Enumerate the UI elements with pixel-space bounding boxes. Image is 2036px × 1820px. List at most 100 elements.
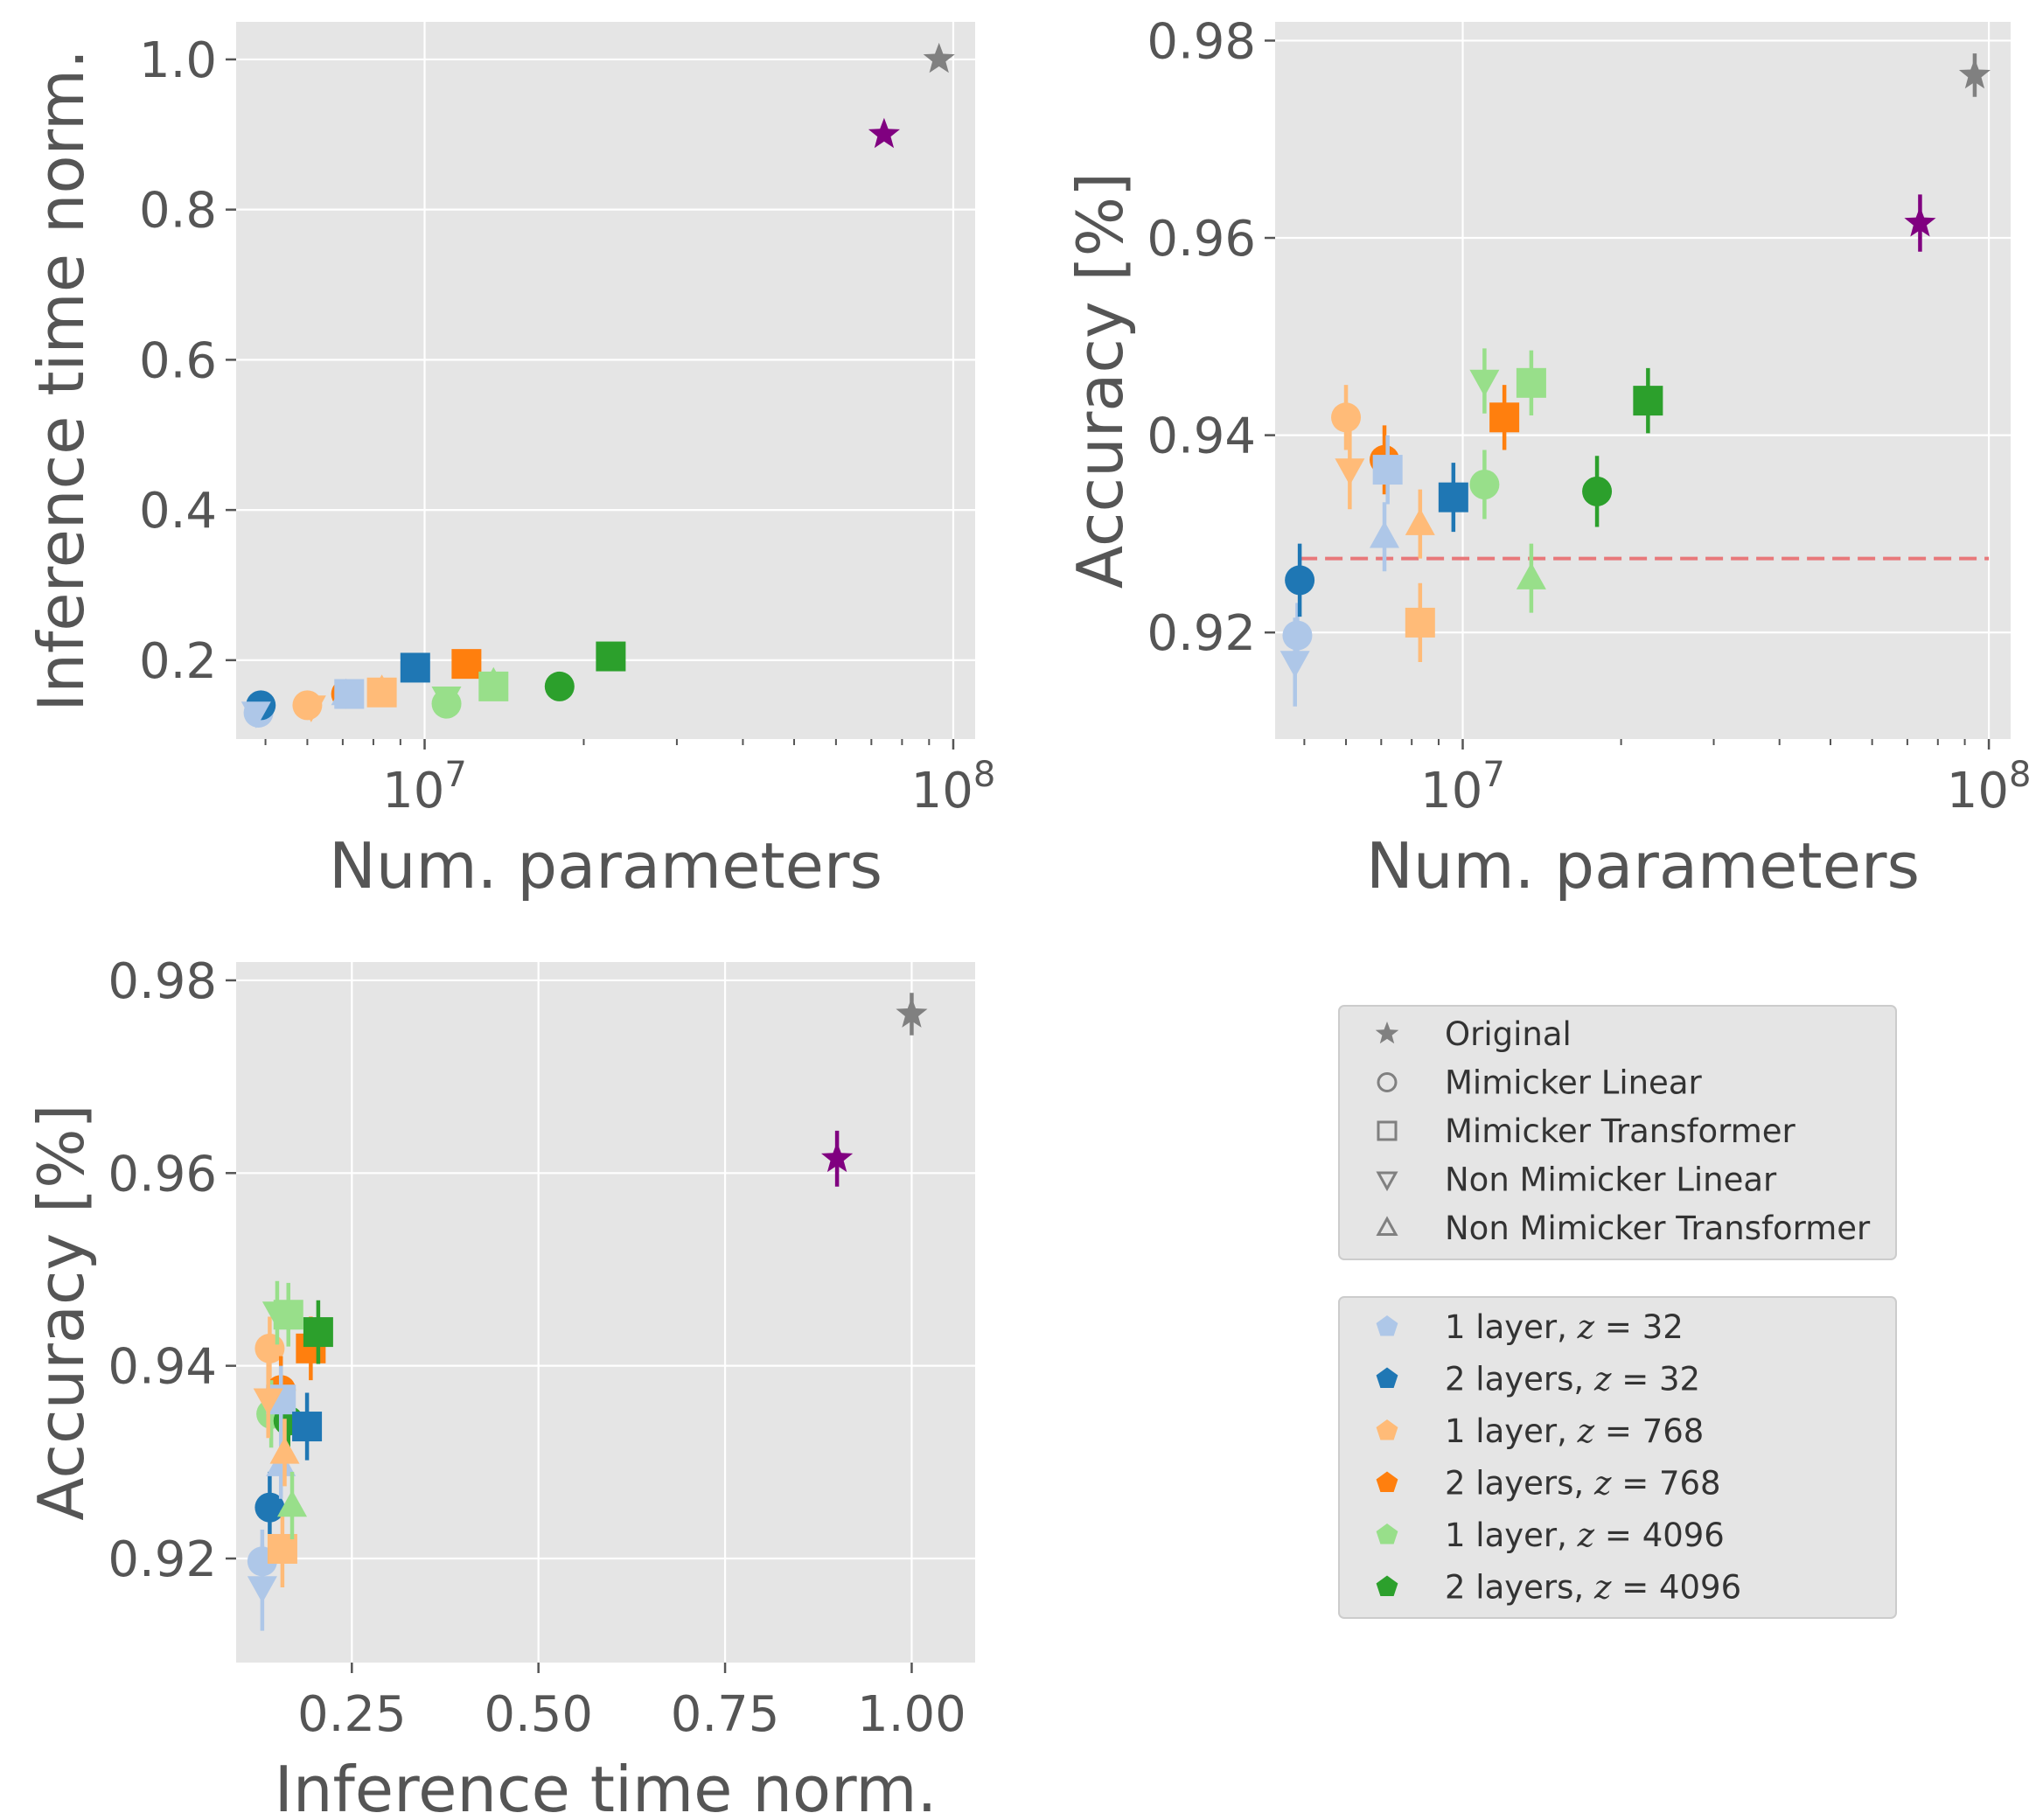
point-square-2-layers-z-32	[400, 652, 430, 683]
x-axis-label: Num. parameters	[1366, 829, 1920, 903]
legend-circle-outline-icon	[1377, 1072, 1398, 1092]
legend-label: 1 layer, z = 4096	[1445, 1517, 1725, 1554]
text-span: 2 layers,	[1445, 1465, 1594, 1503]
legend-pentagon-icon	[1376, 1575, 1398, 1596]
data-points	[247, 993, 928, 1631]
point-triangle-up-1-layer-z-4096	[277, 1489, 307, 1517]
point-square-2-layers-z-4096	[303, 1317, 333, 1348]
text-span: 8	[2009, 755, 2031, 795]
text-span: =	[1611, 1361, 1659, 1398]
legend-label: Original	[1445, 1015, 1572, 1053]
point-circle-2-layers-z-4096	[1582, 476, 1613, 506]
panel-time-vs-accuracy: 0.92 0.94 0.96 0.98 0.25 0.50 0.75 1.00 Inferenc…	[24, 953, 975, 1820]
legend-triangle-up-outline-icon	[1376, 1216, 1398, 1236]
y-tick-label: 0.6	[139, 332, 217, 389]
point-square-2-layers-z-32	[1438, 482, 1468, 513]
point-circle-1-layer-z-4096	[1469, 469, 1500, 499]
point-triangle-down-1-layer-z-768	[1335, 458, 1365, 485]
text-span: 2 layers,	[1445, 1361, 1594, 1398]
point-triangle-up-1-layer-z-32	[331, 678, 361, 706]
text-span: z	[1593, 1569, 1612, 1607]
text-span: 4096	[1642, 1517, 1725, 1554]
y-tick-label: 0.98	[1147, 13, 1256, 70]
y-tick-label: 0.96	[1147, 211, 1256, 268]
point-circle-2-layers-z-4096	[544, 671, 575, 701]
text-span: 10	[382, 763, 444, 819]
y-tick-label: 0.2	[139, 633, 217, 690]
legend-pentagon-icon	[1376, 1471, 1398, 1492]
plot-background	[236, 22, 975, 739]
legend-label: Non Mimicker Linear	[1445, 1161, 1777, 1199]
legend-configs: 1 layer, z = 322 layers, z = 321 layer, …	[1338, 1296, 1897, 1619]
text-span: z	[1593, 1465, 1612, 1503]
legend-pentagon-icon	[1376, 1419, 1398, 1440]
point-square-2-layers-z-768	[1489, 402, 1520, 433]
text-span: 10	[1947, 763, 2009, 819]
point-circle-2-layers-z-32	[1285, 565, 1315, 596]
x-tick-label: 107	[382, 755, 467, 819]
point-square-1-layer-z-4096	[1516, 367, 1546, 398]
y-tick-label: 0.94	[1147, 408, 1256, 465]
text-span: 32	[1659, 1361, 1700, 1398]
point-triangle-down-1-layer-z-32	[1279, 651, 1310, 678]
point-triangle-down-1-layer-z-768	[253, 1388, 283, 1416]
point-square-2-layers-z-4096	[596, 641, 626, 672]
legend-label: 1 layer, z = 32	[1445, 1308, 1684, 1346]
data-points	[1279, 53, 1991, 707]
y-tick-label: 0.92	[108, 1531, 217, 1588]
x-axis-label: Num. parameters	[329, 829, 882, 903]
point-circle-1-layer-z-32	[1282, 620, 1313, 651]
point-square-1-layer-z-768	[1405, 607, 1435, 638]
text-span: z	[1577, 1308, 1595, 1346]
y-axis-label: Accuracy [%]	[1063, 172, 1137, 589]
text-span: 1 layer,	[1445, 1412, 1578, 1450]
point-triangle-down-1-layer-z-4096	[431, 687, 462, 714]
point-circle-1-layer-z-768	[1331, 402, 1362, 433]
point-triangle-up-1-layer-z-4096	[1516, 562, 1546, 589]
text-span: 4096	[1659, 1569, 1741, 1607]
point-circle-2-layers-z-32	[254, 1492, 285, 1523]
x-tick-label: 1.00	[857, 1686, 966, 1743]
legend-label: 1 layer, z = 768	[1445, 1412, 1704, 1450]
point-square-2-layers-z-32	[292, 1412, 323, 1442]
legend-star-icon	[1375, 1022, 1399, 1044]
text-span: 768	[1642, 1412, 1705, 1450]
legend-label: Mimicker Linear	[1445, 1064, 1702, 1102]
point-square-2-layers-z-4096	[1633, 386, 1663, 416]
text-span: =	[1611, 1569, 1659, 1607]
text-span: 7	[1482, 755, 1504, 795]
text-span: 768	[1659, 1465, 1721, 1503]
y-tick-label: 0.94	[108, 1339, 217, 1396]
point-star-purple	[1904, 206, 1936, 237]
text-span: 10	[1420, 763, 1482, 819]
text-span: =	[1611, 1465, 1659, 1503]
point-triangle-down-1-layer-z-4096	[1469, 369, 1500, 397]
text-span: z	[1577, 1517, 1595, 1554]
x-tick-label: 107	[1420, 755, 1505, 819]
y-axis-label: Inference time norm.	[24, 49, 98, 712]
legend-box	[1338, 1005, 1897, 1260]
legend-pentagon-icon	[1376, 1367, 1398, 1388]
text-span: =	[1594, 1517, 1642, 1554]
legend-label: Non Mimicker Transformer	[1445, 1210, 1871, 1247]
legend-label: 2 layers, z = 32	[1445, 1361, 1700, 1398]
point-square-2-layers-z-768	[451, 649, 482, 680]
x-tick-label: 0.50	[484, 1686, 593, 1743]
data-points	[241, 42, 955, 729]
point-triangle-up-1-layer-z-32	[1370, 520, 1399, 548]
y-tick-label: 0.8	[139, 183, 217, 240]
x-tick-label: 108	[1947, 755, 2032, 819]
text-span: 8	[973, 755, 995, 795]
legend-triangle-down-outline-icon	[1376, 1171, 1398, 1192]
point-triangle-up-1-layer-z-4096	[478, 666, 509, 694]
x-tick-label: 0.75	[671, 1686, 780, 1743]
text-span: 1 layer,	[1445, 1308, 1578, 1346]
legend-label: Mimicker Transformer	[1445, 1112, 1796, 1150]
legend-square-outline-icon	[1377, 1120, 1398, 1141]
text-span: =	[1594, 1412, 1642, 1450]
y-axis-label: Accuracy [%]	[24, 1104, 98, 1520]
point-triangle-down-1-layer-z-32	[241, 701, 271, 729]
